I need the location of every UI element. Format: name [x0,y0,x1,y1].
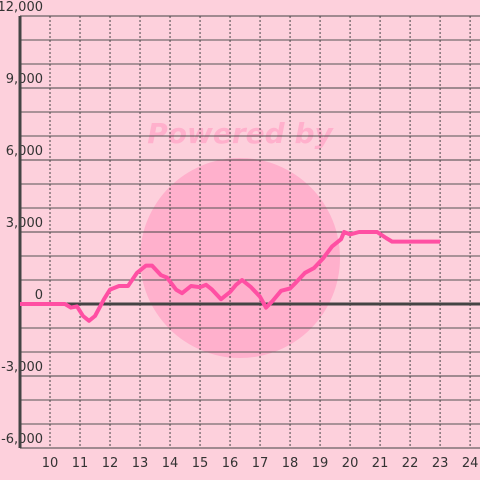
x-tick-label: 23 [432,456,449,471]
x-tick-label: 15 [192,456,209,471]
x-tick-label: 16 [222,456,239,471]
y-tick-label: 6,000 [6,144,43,159]
x-tick-label: 24 [462,456,479,471]
x-tick-label: 21 [372,456,389,471]
x-tick-label: 22 [402,456,419,471]
x-tick-label: 14 [162,456,179,471]
x-tick-label: 12 [102,456,119,471]
x-tick-label: 17 [252,456,269,471]
x-tick-label: 11 [72,456,89,471]
line [20,230,441,323]
x-tick-label: 19 [312,456,329,471]
y-tick-label: 12,000 [0,0,43,15]
y-tick-label: 9,000 [6,72,43,87]
y-tick-label: -3,000 [1,360,43,375]
watermark: Powered by [147,117,334,150]
y-tick-label: -6,000 [1,432,43,447]
x-tick-label: 13 [132,456,149,471]
y-tick-label: 3,000 [6,216,43,231]
x-tick-label: 10 [42,456,59,471]
x-tick-label: 20 [342,456,359,471]
x-tick-label: 18 [282,456,299,471]
y-tick-label: 0 [35,288,43,303]
